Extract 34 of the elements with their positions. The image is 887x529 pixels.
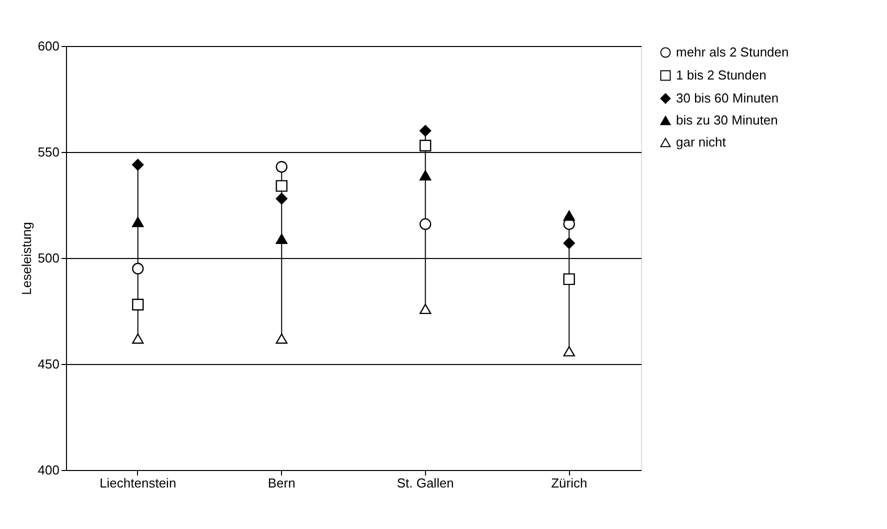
- point: [132, 158, 144, 171]
- point: [420, 170, 432, 180]
- point: [132, 333, 144, 344]
- point: [276, 180, 288, 192]
- x-tick-label: Zürich: [551, 476, 588, 490]
- point: [132, 216, 144, 228]
- y-tick-label: 400: [38, 462, 60, 478]
- legend-label: bis zu 30 Minuten: [676, 112, 778, 128]
- point: [420, 140, 432, 152]
- point: [563, 237, 575, 250]
- legend-label: 30 bis 60 Minuten: [676, 90, 779, 106]
- point: [563, 346, 575, 356]
- point: [276, 333, 288, 344]
- legend-label: mehr als 2 Stunden: [676, 44, 789, 60]
- y-axis-title: Leseleistung: [18, 222, 34, 295]
- point: [132, 262, 144, 274]
- x-tick-label: St. Gallen: [396, 476, 454, 490]
- point: [276, 192, 288, 204]
- point: [420, 124, 432, 137]
- point: [420, 218, 432, 230]
- point: [420, 304, 432, 314]
- point: [276, 161, 288, 173]
- legend-label: 1 bis 2 Stunden: [676, 68, 766, 82]
- y-tick-label: 550: [38, 144, 60, 160]
- point: [276, 234, 288, 244]
- y-tick-label: 600: [38, 38, 60, 54]
- point: [563, 273, 575, 286]
- y-tick-label: 450: [38, 356, 60, 372]
- legend-label: gar nicht: [676, 134, 726, 150]
- point: [563, 210, 575, 221]
- point: [132, 298, 144, 310]
- x-tick-label: Liechtenstein: [100, 476, 176, 490]
- x-tick-label: Bern: [268, 476, 296, 490]
- y-tick-label: 500: [38, 250, 60, 266]
